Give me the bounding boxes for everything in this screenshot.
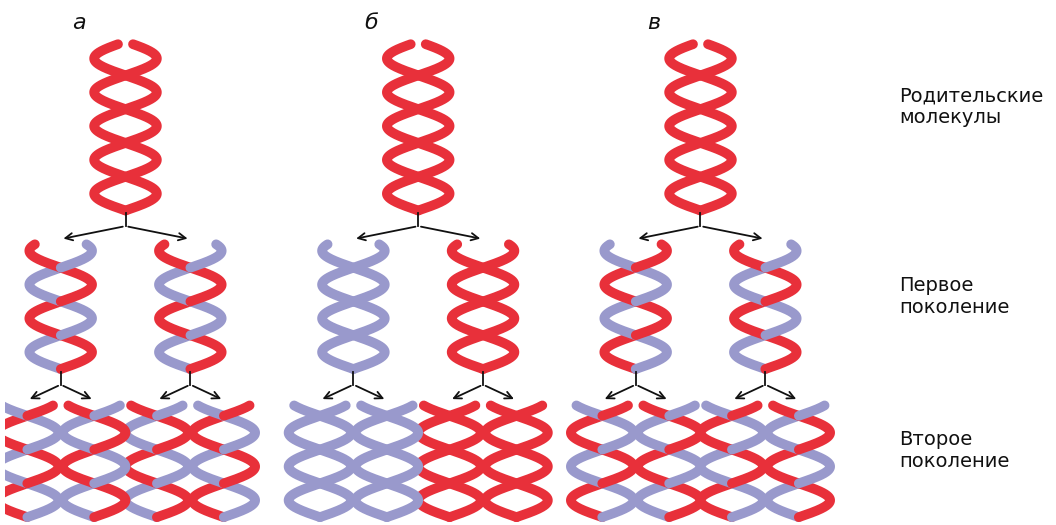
- Text: б: б: [364, 14, 378, 34]
- Text: Второе
поколение: Второе поколение: [899, 430, 1010, 471]
- Text: Первое
поколение: Первое поколение: [899, 276, 1010, 317]
- Text: Родительские
молекулы: Родительские молекулы: [899, 86, 1043, 127]
- Text: а: а: [72, 14, 86, 34]
- Text: в: в: [647, 14, 660, 34]
